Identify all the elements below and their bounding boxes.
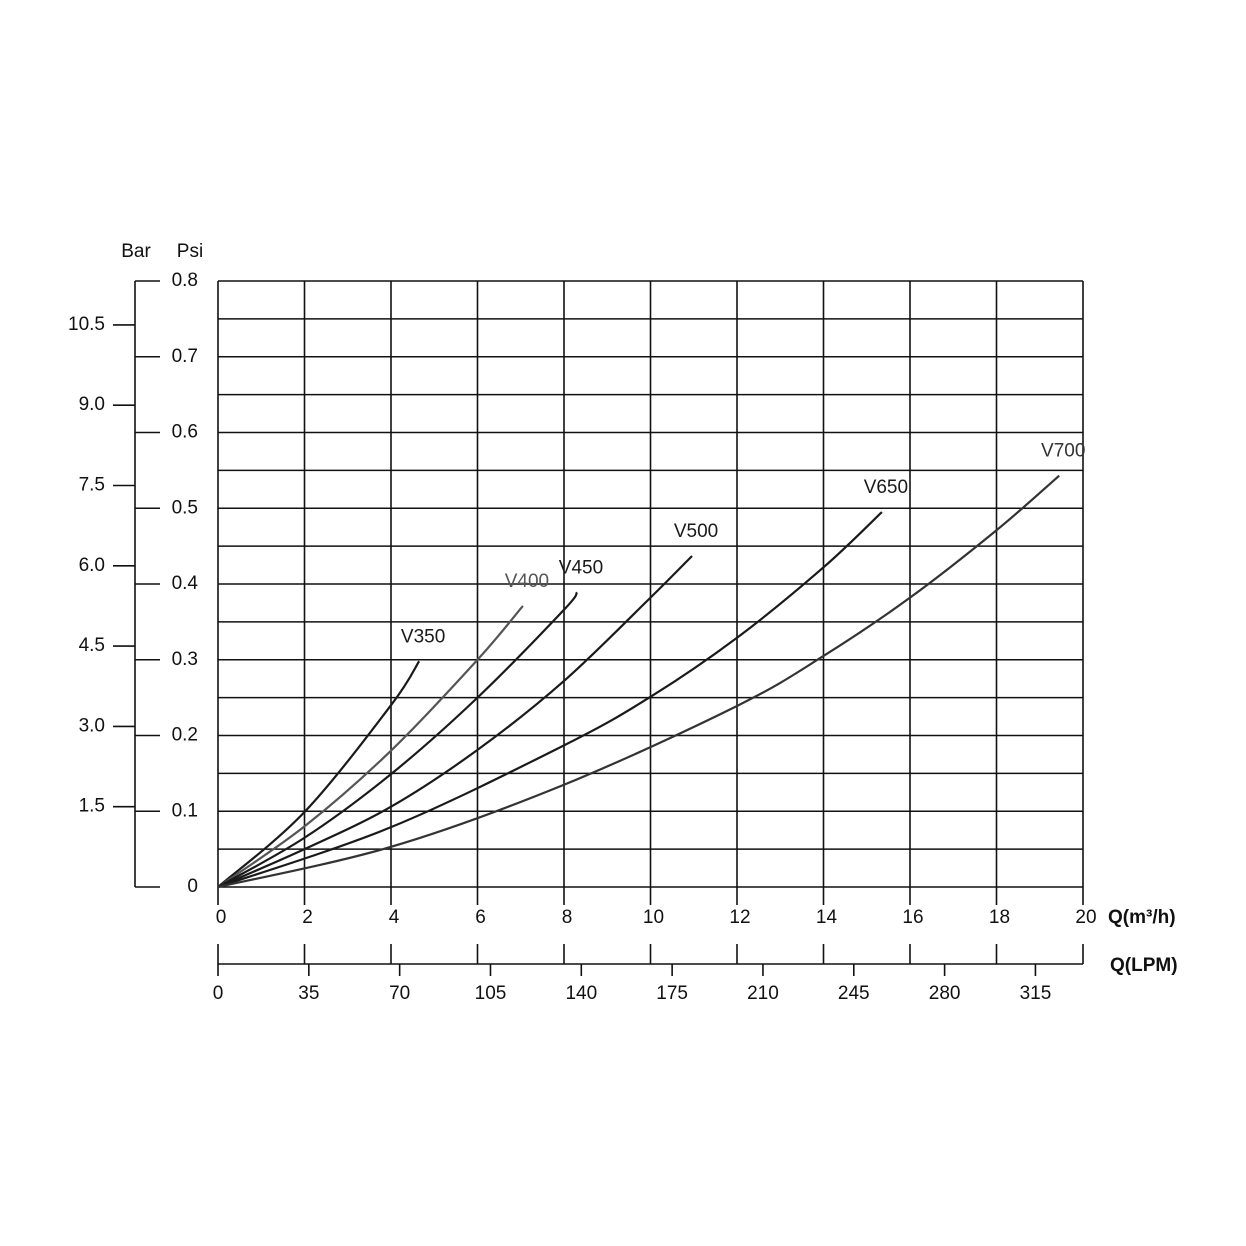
x2-tick-label: 35: [298, 983, 319, 1004]
x2-tick-label: 245: [838, 983, 870, 1004]
series-line: [217, 605, 524, 888]
y-tick-label: 0: [187, 876, 198, 897]
x-tick-label: 14: [816, 907, 838, 928]
y2-tick-label: 9.0: [79, 394, 105, 415]
y-tick-label: 0.2: [172, 725, 198, 746]
x-tick-label: 6: [475, 907, 486, 928]
series-line: [217, 474, 1060, 889]
y2-tick-label: 4.5: [79, 635, 105, 656]
y-tick-label: 0.4: [172, 573, 199, 594]
x-tick-label: 16: [902, 907, 923, 928]
x2-tick-label: 70: [389, 983, 410, 1004]
series-label: V650: [864, 477, 908, 498]
x-tick-label: 10: [643, 907, 664, 928]
y2-tick-label: 6.0: [79, 555, 105, 576]
series-line: [217, 555, 693, 889]
series-label: V700: [1041, 441, 1085, 462]
x-tick-label: 0: [216, 907, 227, 928]
y2-tick-label: 3.0: [79, 715, 105, 736]
x-tick-label: 8: [562, 907, 573, 928]
x-tick-label: 18: [989, 907, 1010, 928]
series-label: V350: [401, 626, 445, 647]
x-tick-label: 2: [302, 907, 313, 928]
y2-tick-label: 1.5: [79, 796, 105, 817]
series-line: [217, 591, 578, 888]
x2-tick-label: 105: [475, 983, 507, 1004]
y-tick-label: 0.8: [172, 270, 198, 291]
y-tick-label: 0.3: [172, 649, 198, 670]
y-tick-label: 0.6: [172, 422, 198, 443]
x2-tick-label: 280: [929, 983, 961, 1004]
series-label: V500: [674, 521, 718, 542]
x-axis-label: Q(m³/h): [1108, 907, 1176, 928]
x2-tick-label: 140: [565, 983, 597, 1004]
x2-tick-label: 315: [1020, 983, 1052, 1004]
y2-axis-label: Bar: [121, 241, 151, 262]
x2-tick-label: 0: [213, 983, 224, 1004]
series-line: [217, 511, 883, 889]
x2-tick-label: 210: [747, 983, 779, 1004]
series-label: V400: [505, 571, 549, 592]
series-line: [217, 660, 421, 888]
x2-axis-label: Q(LPM): [1110, 955, 1178, 976]
series-label: V450: [559, 557, 603, 578]
y-tick-label: 0.7: [172, 346, 198, 367]
y-tick-label: 0.5: [172, 497, 198, 518]
y2-tick-label: 10.5: [68, 314, 105, 335]
y-axis-label: Psi: [177, 241, 203, 262]
y-tick-label: 0.1: [172, 800, 198, 821]
y2-tick-label: 7.5: [79, 475, 105, 496]
x2-tick-label: 175: [656, 983, 688, 1004]
x-tick-label: 4: [389, 907, 400, 928]
x-tick-label: 20: [1075, 907, 1096, 928]
x-tick-label: 12: [729, 907, 750, 928]
